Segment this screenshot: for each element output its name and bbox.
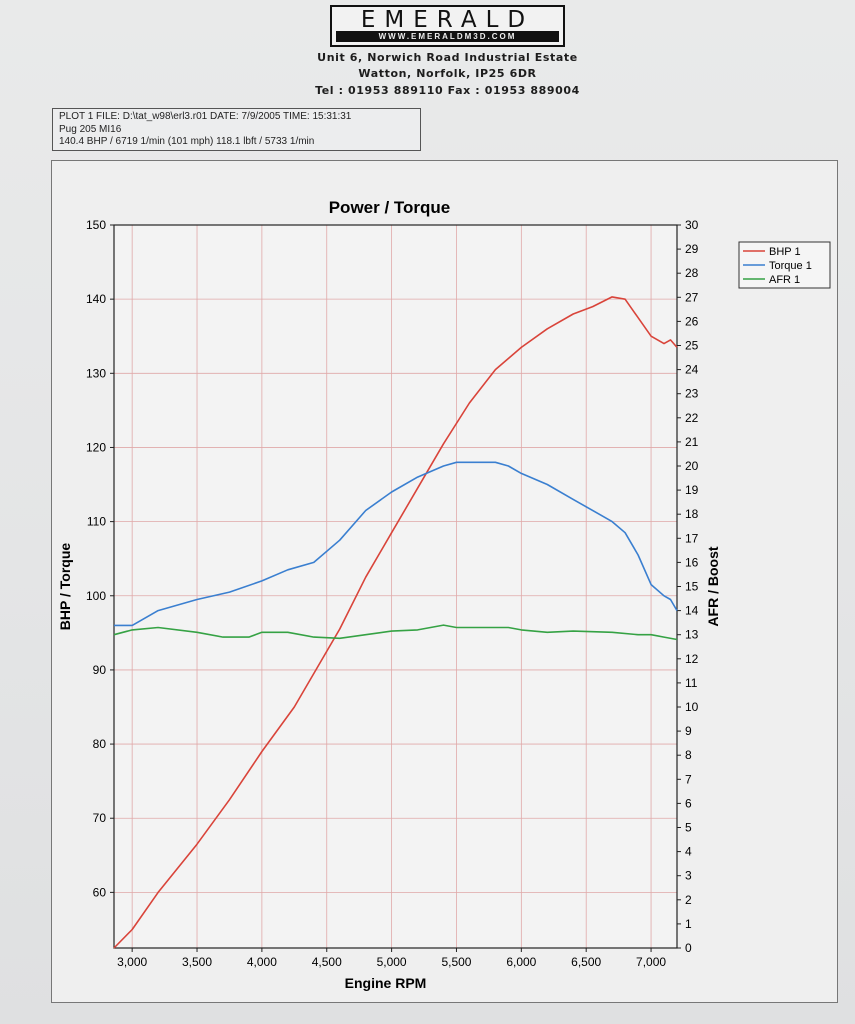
- series-line-torque-1: [114, 461, 678, 627]
- x-tick-label: 5,500: [441, 955, 471, 969]
- plot-area: [114, 225, 677, 948]
- logo-url: WWW.EMERALDM3D.COM: [336, 31, 559, 42]
- series-line-bhp-1: [113, 296, 678, 949]
- y-tick-label: 110: [87, 515, 106, 529]
- run-info-box: PLOT 1 FILE: D:\tat_w98\erl3.r01 DATE: 7…: [52, 108, 421, 151]
- y2-tick-label: 13: [685, 628, 699, 642]
- y-tick-label: 90: [93, 663, 107, 677]
- chart-frame: 60 70 80 90 100 110 120 130 140 150 0 1 2 3 4 5 6 7 8 9 10 11…: [51, 160, 838, 1003]
- y2-tick-label: 3: [685, 869, 692, 883]
- y-tick-label: 70: [93, 811, 107, 825]
- chart-title: Power / Torque: [329, 198, 451, 217]
- y2-tick-label: 28: [685, 266, 699, 280]
- y2-tick-label: 10: [685, 700, 699, 714]
- y2-tick-label: 18: [685, 507, 699, 521]
- y-tick-label: 140: [86, 292, 106, 306]
- y2-tick-label: 21: [685, 435, 699, 449]
- y2-tick-label: 7: [685, 772, 692, 786]
- x-tick-label: 6,000: [506, 955, 536, 969]
- legend-label: BHP 1: [769, 246, 801, 258]
- x-axis-label: Engine RPM: [345, 975, 427, 991]
- y2-tick-label: 23: [685, 387, 699, 401]
- y2-tick-label: 8: [685, 748, 692, 762]
- run-info-vehicle: Pug 205 MI16: [59, 123, 122, 135]
- y2-tick-label: 27: [685, 290, 699, 304]
- y-tick-label: 80: [93, 737, 107, 751]
- y-tick-label: 130: [86, 366, 106, 380]
- y2-tick-label: 14: [685, 604, 699, 618]
- emerald-logo: EMERALD WWW.EMERALDM3D.COM: [330, 5, 565, 47]
- y2-tick-label: 0: [685, 941, 692, 955]
- y2-tick-label: 29: [685, 242, 699, 256]
- x-tick-label: 5,000: [377, 955, 407, 969]
- y-tick-label: 60: [93, 885, 107, 899]
- y2-tick-label: 17: [685, 531, 699, 545]
- x-tick-label: 3,000: [117, 955, 147, 969]
- contact-line: Tel : 01953 889110 Fax : 01953 889004: [315, 84, 580, 97]
- y2-tick-label: 25: [685, 339, 699, 353]
- y-tick-label: 100: [86, 589, 106, 603]
- x-tick-label: 7,000: [636, 955, 666, 969]
- run-info-peaks: 140.4 BHP / 6719 1/min (101 mph) 118.1 l…: [59, 136, 315, 147]
- y2-axis-label: AFR / Boost: [705, 546, 721, 626]
- y2-tick-label: 9: [685, 724, 692, 738]
- y-tick-label: 120: [86, 440, 106, 454]
- y2-tick-label: 12: [685, 652, 699, 666]
- y2-tick-label: 6: [685, 796, 692, 810]
- y2-tick-label: 19: [685, 483, 699, 497]
- y2-tick-label: 22: [685, 411, 699, 425]
- legend-label: Torque 1: [769, 260, 812, 272]
- y-tick-label: 150: [86, 218, 106, 232]
- y2-tick-label: 30: [685, 218, 699, 232]
- x-tick-label: 4,000: [247, 955, 277, 969]
- y-axis-label: BHP / Torque: [57, 543, 73, 631]
- logo-word: EMERALD: [360, 7, 535, 33]
- y2-tick-label: 5: [685, 821, 692, 835]
- y2-tick-label: 1: [685, 917, 692, 931]
- x-tick-label: 3,500: [182, 955, 212, 969]
- y2-tick-label: 11: [685, 676, 698, 690]
- y2-tick-label: 15: [685, 580, 699, 594]
- y2-tick-label: 16: [685, 555, 699, 569]
- y2-tick-label: 4: [685, 845, 692, 859]
- x-tick-label: 4,500: [312, 955, 342, 969]
- x-tick-label: 6,500: [571, 955, 601, 969]
- y2-tick-label: 2: [685, 893, 692, 907]
- dyno-chart: 6070809010011012013014015001234567891011…: [57, 198, 831, 991]
- address-line-1: Unit 6, Norwich Road Industrial Estate: [317, 51, 578, 64]
- run-info-file: PLOT 1 FILE: D:\tat_w98\erl3.r01 DATE: 7…: [59, 111, 352, 122]
- series-line-afr-1: [113, 624, 678, 641]
- y2-tick-label: 26: [685, 314, 699, 328]
- y2-tick-label: 24: [685, 363, 699, 377]
- y2-tick-label: 20: [685, 459, 699, 473]
- address-line-2: Watton, Norfolk, IP25 6DR: [358, 67, 537, 80]
- legend-label: AFR 1: [769, 274, 800, 286]
